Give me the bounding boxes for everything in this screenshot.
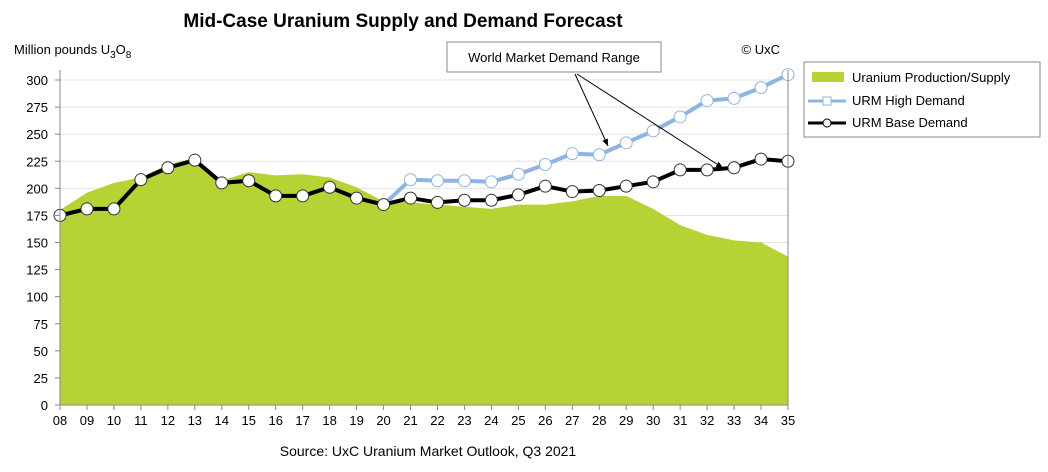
x-tick-label: 33 (727, 413, 741, 428)
high-demand-point (565, 147, 579, 161)
x-tick-label: 21 (403, 413, 417, 428)
x-tick-label: 28 (592, 413, 606, 428)
base-demand-point (188, 153, 202, 167)
base-demand-point (430, 195, 444, 209)
y-tick-label: 75 (34, 317, 48, 332)
high-demand-point (592, 148, 606, 162)
y-axis-label: Million pounds U3O8 (14, 42, 132, 61)
base-demand-point (296, 189, 310, 203)
x-tick-label: 34 (754, 413, 768, 428)
x-tick-label: 14 (215, 413, 229, 428)
base-demand-point (161, 161, 175, 175)
supply-area (60, 158, 788, 405)
base-demand-point (134, 173, 148, 187)
x-tick-label: 11 (134, 413, 148, 428)
legend-label-supply: Uranium Production/Supply (852, 70, 1011, 85)
base-demand-point (646, 175, 660, 189)
base-demand-point (700, 163, 714, 177)
y-tick-label: 125 (26, 263, 48, 278)
base-demand-point (350, 191, 364, 205)
base-demand-point (80, 202, 94, 216)
base-demand-point (538, 179, 552, 193)
x-tick-label: 16 (268, 413, 282, 428)
base-demand-point (592, 184, 606, 197)
y-tick-label: 150 (26, 236, 48, 251)
high-demand-point (727, 91, 741, 105)
base-demand-point (404, 191, 418, 205)
chart-title: Mid-Case Uranium Supply and Demand Forec… (183, 11, 623, 32)
x-tick-label: 22 (430, 413, 444, 428)
annotation-arrow-high (574, 73, 609, 147)
y-tick-label: 50 (34, 344, 48, 359)
base-demand-point (269, 189, 283, 203)
x-tick-label: 08 (53, 413, 67, 428)
y-tick-label: 25 (34, 371, 48, 386)
y-tick-label: 100 (26, 290, 48, 305)
y-tick-label: 175 (26, 208, 48, 223)
high-demand-point (404, 173, 418, 187)
x-tick-label: 30 (646, 413, 660, 428)
y-tick-label: 200 (26, 181, 48, 196)
x-tick-label: 25 (511, 413, 525, 428)
x-tick-label: 32 (700, 413, 714, 428)
base-demand-point (511, 188, 525, 202)
legend-marker-base (822, 118, 832, 128)
high-demand-point (619, 136, 633, 150)
x-tick-label: 31 (673, 413, 687, 428)
x-tick-label: 09 (80, 413, 94, 428)
base-demand-point (727, 161, 741, 175)
base-demand-point (242, 174, 256, 188)
y-tick-label: 0 (41, 398, 48, 413)
base-demand-point (323, 180, 337, 194)
x-tick-label: 26 (538, 413, 552, 428)
annotation: World Market Demand Range (446, 41, 724, 169)
y-tick-label: 300 (26, 73, 48, 88)
high-demand-point (430, 174, 444, 188)
x-tick-label: 13 (188, 413, 202, 428)
base-demand-point (107, 202, 121, 216)
high-demand-point (754, 81, 768, 95)
base-demand-point (619, 179, 633, 193)
base-demand-point (377, 198, 391, 212)
annotation-arrow-base (576, 73, 724, 169)
x-tick-label: 35 (781, 413, 795, 428)
high-demand-point (511, 167, 525, 181)
high-demand-point (484, 175, 498, 189)
copyright: © UxC (742, 42, 780, 57)
x-tick-label: 27 (565, 413, 579, 428)
x-tick-label: 18 (322, 413, 336, 428)
legend-swatch-supply (812, 72, 844, 82)
x-tick-label: 19 (349, 413, 363, 428)
base-demand-point (754, 152, 768, 166)
y-tick-label: 275 (26, 100, 48, 115)
high-demand-point (673, 110, 687, 124)
legend: Uranium Production/Supply URM High Deman… (803, 61, 1041, 138)
source-note: Source: UxC Uranium Market Outlook, Q3 2… (280, 443, 577, 459)
high-demand-point (457, 174, 471, 188)
high-demand-point (700, 94, 714, 108)
legend-label-high: URM High Demand (852, 93, 965, 108)
x-tick-label: 29 (619, 413, 633, 428)
x-tick-label: 20 (376, 413, 390, 428)
legend-label-base: URM Base Demand (852, 115, 968, 130)
x-tick-label: 12 (161, 413, 175, 428)
y-tick-label: 225 (26, 154, 48, 169)
high-demand-point (646, 124, 660, 138)
base-demand-point (457, 193, 471, 207)
high-demand-point (538, 158, 552, 171)
base-demand-point (484, 193, 498, 207)
y-tick-label: 250 (26, 127, 48, 142)
base-demand-line (59, 157, 789, 218)
base-demand-point (565, 185, 579, 199)
x-tick-label: 15 (242, 413, 256, 428)
legend-marker-high (822, 96, 832, 106)
base-demand-point (215, 176, 229, 190)
annotation-text: World Market Demand Range (468, 50, 640, 65)
x-tick-label: 17 (295, 413, 309, 428)
base-demand-point (673, 163, 687, 177)
x-tick-label: 23 (457, 413, 471, 428)
x-tick-label: 24 (484, 413, 498, 428)
x-tick-label: 10 (107, 413, 121, 428)
